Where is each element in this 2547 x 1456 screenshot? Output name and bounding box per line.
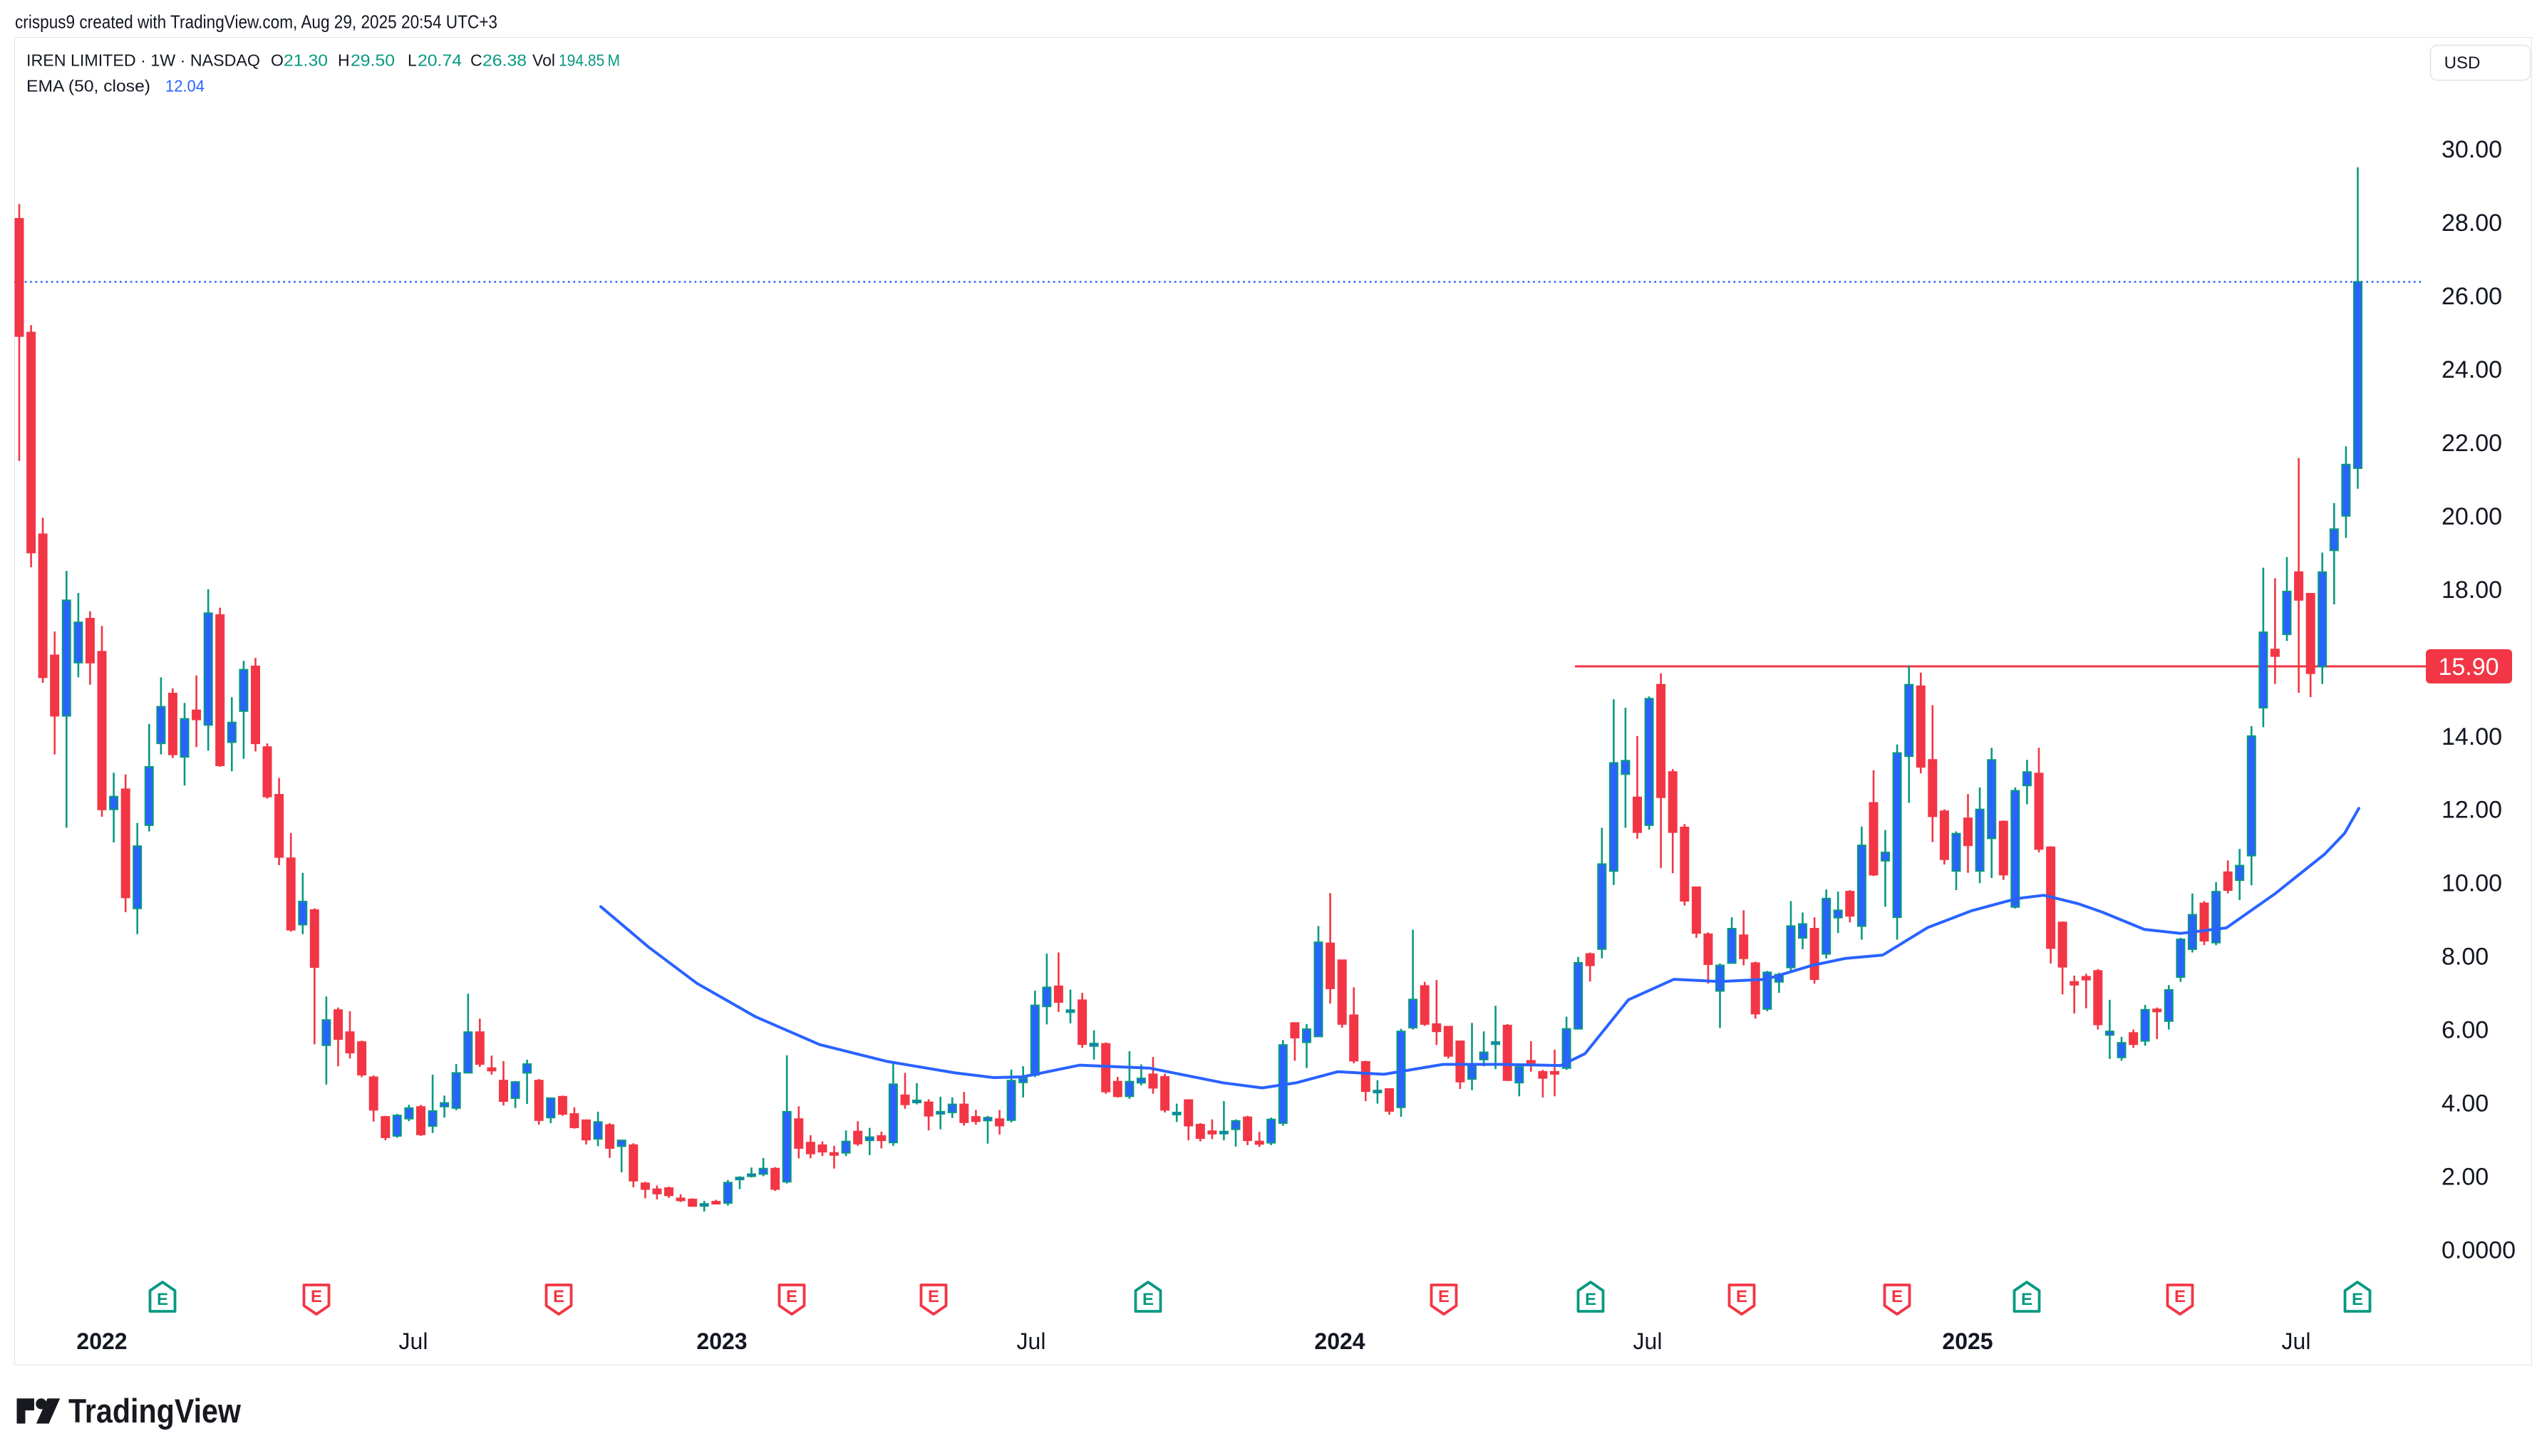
svg-text:E: E bbox=[928, 1287, 939, 1306]
svg-text:2023: 2023 bbox=[696, 1328, 747, 1354]
svg-text:E: E bbox=[553, 1287, 564, 1306]
svg-text:E: E bbox=[1438, 1287, 1450, 1306]
svg-text:2.00: 2.00 bbox=[2442, 1164, 2489, 1191]
svg-text:IREN LIMITED · 1W · NASDAQ: IREN LIMITED · 1W · NASDAQ bbox=[26, 51, 260, 70]
svg-text:12.04: 12.04 bbox=[165, 77, 205, 95]
svg-text:2022: 2022 bbox=[76, 1328, 127, 1354]
svg-text:L: L bbox=[408, 51, 417, 70]
svg-text:21.30: 21.30 bbox=[284, 51, 328, 70]
svg-text:E: E bbox=[2174, 1287, 2186, 1306]
svg-text:E: E bbox=[1585, 1290, 1596, 1309]
svg-text:E: E bbox=[2352, 1290, 2363, 1309]
svg-text:E: E bbox=[311, 1287, 322, 1306]
svg-text:194.85 M: 194.85 M bbox=[559, 51, 620, 70]
svg-text:E: E bbox=[1142, 1290, 1154, 1309]
svg-text:2024: 2024 bbox=[1314, 1328, 1365, 1354]
svg-text:H: H bbox=[338, 51, 350, 70]
svg-text:26.38: 26.38 bbox=[482, 51, 527, 70]
svg-text:6.00: 6.00 bbox=[2442, 1017, 2489, 1044]
svg-text:15.90: 15.90 bbox=[2438, 654, 2499, 681]
svg-text:Jul: Jul bbox=[2282, 1328, 2311, 1354]
svg-text:0.0000: 0.0000 bbox=[2442, 1237, 2516, 1264]
svg-text:24.00: 24.00 bbox=[2442, 356, 2502, 383]
svg-text:28.00: 28.00 bbox=[2442, 210, 2502, 237]
svg-text:E: E bbox=[1736, 1287, 1747, 1306]
svg-text:TradingView: TradingView bbox=[68, 1392, 241, 1430]
svg-text:20.00: 20.00 bbox=[2442, 503, 2502, 530]
svg-text:C: C bbox=[470, 51, 482, 70]
svg-text:Jul: Jul bbox=[1633, 1328, 1663, 1354]
svg-text:USD: USD bbox=[2444, 53, 2481, 73]
svg-text:20.74: 20.74 bbox=[418, 51, 462, 70]
svg-text:E: E bbox=[786, 1287, 797, 1306]
svg-text:E: E bbox=[157, 1290, 168, 1309]
svg-text:14.00: 14.00 bbox=[2442, 723, 2502, 750]
svg-text:4.00: 4.00 bbox=[2442, 1090, 2489, 1117]
svg-text:Jul: Jul bbox=[399, 1328, 428, 1354]
svg-text:18.00: 18.00 bbox=[2442, 577, 2502, 604]
svg-text:12.00: 12.00 bbox=[2442, 797, 2502, 824]
svg-text:Jul: Jul bbox=[1017, 1328, 1046, 1354]
svg-text:O: O bbox=[271, 51, 284, 70]
svg-text:E: E bbox=[2021, 1290, 2032, 1309]
svg-text:26.00: 26.00 bbox=[2442, 283, 2502, 310]
svg-text:30.00: 30.00 bbox=[2442, 136, 2502, 163]
svg-text:8.00: 8.00 bbox=[2442, 944, 2489, 971]
svg-text:crispus9 created with TradingV: crispus9 created with TradingView.com, A… bbox=[15, 11, 497, 33]
svg-text:29.50: 29.50 bbox=[351, 51, 395, 70]
svg-text:22.00: 22.00 bbox=[2442, 430, 2502, 457]
svg-text:Vol: Vol bbox=[532, 51, 555, 70]
svg-text:E: E bbox=[1891, 1287, 1903, 1306]
svg-text:EMA (50, close): EMA (50, close) bbox=[26, 77, 150, 95]
svg-text:10.00: 10.00 bbox=[2442, 870, 2502, 897]
svg-text:2025: 2025 bbox=[1942, 1328, 1993, 1354]
